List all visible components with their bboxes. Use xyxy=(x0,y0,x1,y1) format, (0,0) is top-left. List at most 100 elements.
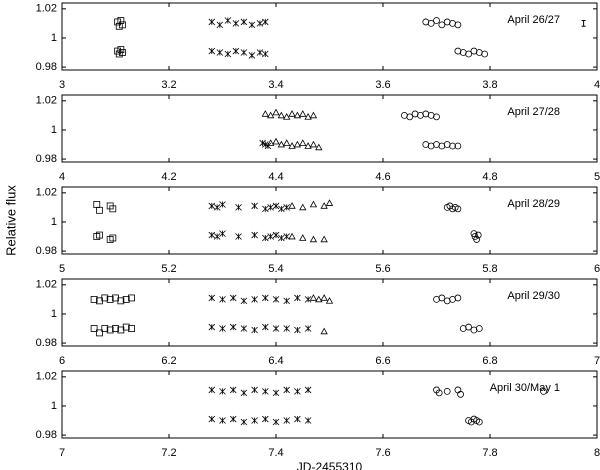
asterisk-point xyxy=(219,201,226,208)
y-tick-label: 1.02 xyxy=(36,371,57,383)
asterisk-point xyxy=(304,325,312,332)
asterisk-point xyxy=(240,297,248,305)
asterisk-point xyxy=(208,294,216,302)
asterisk-point xyxy=(248,21,256,29)
circle-point xyxy=(454,294,462,302)
square-point xyxy=(93,201,101,208)
circle-point xyxy=(457,390,464,398)
panel-label: April 29/30 xyxy=(507,290,560,302)
x-tick-label: 3.4 xyxy=(268,79,283,91)
y-axis-label: Relative flux xyxy=(3,185,18,256)
y-tick-label: 1.02 xyxy=(36,187,57,199)
triangle-point xyxy=(315,143,323,151)
triangle-point xyxy=(304,113,312,120)
triangle-point xyxy=(320,294,328,301)
asterisk-point xyxy=(262,18,269,26)
asterisk-point xyxy=(219,325,226,332)
square-point xyxy=(96,329,103,337)
x-tick-label: 7.6 xyxy=(375,447,390,459)
asterisk-point xyxy=(251,231,258,239)
triangle-point xyxy=(320,327,328,335)
asterisk-point xyxy=(262,323,269,331)
triangle-point xyxy=(272,137,280,145)
x-tick-label: 6.8 xyxy=(482,355,497,367)
asterisk-point xyxy=(224,17,232,24)
asterisk-point xyxy=(272,296,280,303)
y-tick-label: 1.02 xyxy=(36,3,57,15)
asterisk-point xyxy=(240,325,248,332)
asterisk-point xyxy=(219,230,226,237)
x-tick-label: 7.4 xyxy=(268,447,283,459)
circle-point xyxy=(454,386,462,394)
circle-point xyxy=(475,325,483,332)
x-tick-label: 5.8 xyxy=(482,263,497,275)
asterisk-point xyxy=(213,233,221,240)
asterisk-point xyxy=(304,417,312,424)
x-tick-label: 5 xyxy=(59,263,65,275)
triangle-point xyxy=(272,108,280,116)
asterisk-point xyxy=(208,18,216,26)
asterisk-point xyxy=(251,386,258,394)
x-tick-label: 3.6 xyxy=(375,79,390,91)
asterisk-point xyxy=(240,389,248,397)
triangle-point xyxy=(288,232,296,240)
y-tick-label: 1 xyxy=(51,124,57,136)
panel-label: April 30/May 1 xyxy=(490,382,560,394)
asterisk-point xyxy=(208,415,216,423)
y-tick-label: 0.98 xyxy=(36,429,57,441)
y-tick-label: 0.98 xyxy=(36,61,57,73)
square-point xyxy=(109,205,117,213)
asterisk-point xyxy=(272,202,280,210)
circle-point xyxy=(473,236,481,243)
x-tick-label: 4.8 xyxy=(482,171,497,183)
square-point xyxy=(96,206,103,214)
circle-point xyxy=(470,230,478,238)
asterisk-point xyxy=(232,20,240,27)
triangle-point xyxy=(309,235,318,243)
circle-point xyxy=(443,387,451,395)
asterisk-point xyxy=(283,297,290,305)
asterisk-point xyxy=(278,205,285,213)
asterisk-point xyxy=(219,296,226,303)
triangle-point xyxy=(283,113,291,120)
asterisk-point xyxy=(283,325,290,332)
asterisk-point xyxy=(240,18,248,26)
x-tick-label: 6.4 xyxy=(268,355,283,367)
x-tick-label: 4 xyxy=(594,79,600,91)
circle-point xyxy=(474,231,482,239)
x-tick-label: 5.2 xyxy=(161,263,176,275)
y-tick-label: 0.98 xyxy=(36,245,57,257)
asterisk-point xyxy=(240,49,248,56)
square-point xyxy=(119,49,126,56)
circle-point xyxy=(454,21,462,29)
x-tick-label: 4.2 xyxy=(161,171,176,183)
plot-frame xyxy=(61,2,598,71)
plot-frame xyxy=(61,370,598,439)
square-point xyxy=(112,325,119,332)
asterisk-point xyxy=(272,325,280,332)
triangle-point xyxy=(325,199,334,206)
asterisk-point xyxy=(256,20,264,27)
triangle-point xyxy=(320,235,328,243)
asterisk-point xyxy=(278,234,285,242)
asterisk-point xyxy=(216,21,224,29)
y-tick-label: 1 xyxy=(51,216,57,228)
square-point xyxy=(101,294,109,302)
plot-frame xyxy=(61,94,598,163)
square-point xyxy=(119,21,126,29)
triangle-point xyxy=(266,139,275,146)
circle-point xyxy=(454,205,462,213)
asterisk-point xyxy=(229,323,237,331)
asterisk-point xyxy=(251,202,258,210)
triangle-point xyxy=(299,110,307,117)
asterisk-point xyxy=(304,296,312,303)
y-tick-label: 0.98 xyxy=(36,153,57,165)
triangle-point xyxy=(288,142,296,149)
asterisk-point xyxy=(208,323,216,331)
square-point xyxy=(106,326,114,334)
x-tick-label: 7.8 xyxy=(482,447,497,459)
asterisk-point xyxy=(262,234,269,242)
circle-point xyxy=(475,418,483,426)
asterisk-point xyxy=(235,204,242,211)
